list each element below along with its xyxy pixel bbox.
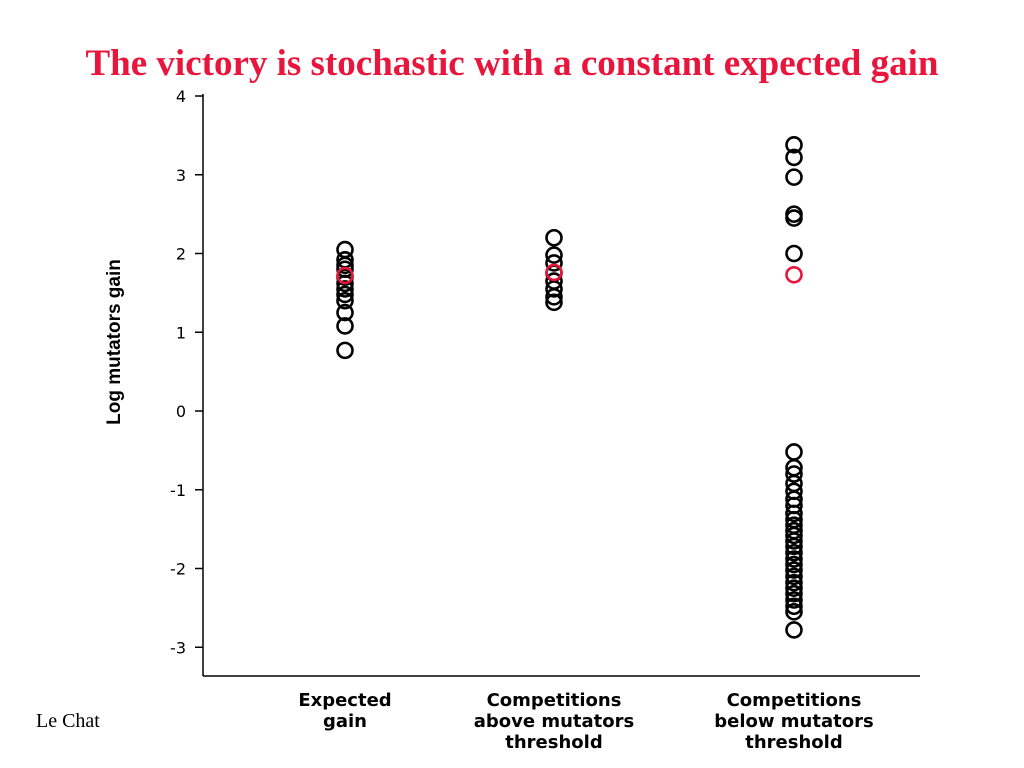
y-tick-label: 1 (176, 323, 186, 342)
mean-point (545, 263, 563, 282)
y-tick-label: 4 (176, 87, 186, 106)
y-tick-label: 0 (176, 402, 186, 421)
data-point (785, 465, 803, 483)
x-category-label-line: above mutators (474, 711, 635, 732)
mean-point (785, 265, 803, 284)
x-category-label: Competitions above mutators threshold (474, 690, 635, 753)
data-point (785, 244, 803, 263)
data-point (785, 579, 803, 597)
x-category-label: Expected gain (298, 690, 391, 732)
data-point (785, 148, 803, 167)
axes: 4 3 2 1 0 -1 -2 -3 (170, 87, 920, 677)
data-point (785, 591, 803, 609)
slide-title: The victory is stochastic with a constan… (85, 43, 939, 84)
y-axis-label-group: Log mutators gain (104, 259, 125, 425)
data-point (785, 550, 803, 568)
data-point (336, 274, 354, 293)
y-axis-label: Log mutators gain (104, 259, 125, 425)
data-point (785, 136, 803, 154)
y-tick-label: -1 (170, 481, 186, 500)
data-point (545, 254, 563, 272)
data-point (785, 168, 803, 186)
data-point (545, 228, 563, 247)
data-point (785, 603, 803, 621)
x-category-label-line: Competitions (487, 690, 622, 711)
x-category-label-line: threshold (745, 732, 842, 753)
data-point (545, 280, 563, 298)
data-point (785, 567, 803, 586)
data-point (785, 621, 803, 639)
data-point (785, 561, 803, 579)
data-point (336, 303, 354, 322)
data-point (785, 555, 803, 574)
data-point (336, 285, 354, 304)
x-category-label-line: below mutators (714, 711, 873, 732)
footer-author: Le Chat (36, 710, 100, 732)
data-point (336, 341, 354, 360)
y-tick-label: -2 (170, 560, 186, 579)
x-category-label: Competitions below mutators threshold (714, 690, 873, 753)
data-point (785, 543, 803, 562)
data-point (545, 288, 563, 306)
data-point (545, 246, 563, 264)
data-point (785, 537, 803, 556)
data-points (336, 136, 803, 639)
data-point (785, 532, 803, 550)
mean-point (336, 266, 354, 285)
x-category-label-line: gain (323, 711, 367, 732)
data-point (785, 443, 803, 461)
y-tick-label: 2 (176, 245, 186, 264)
data-point (785, 597, 803, 616)
data-point (336, 280, 354, 298)
y-tick-label: 3 (176, 166, 186, 185)
data-point (336, 317, 354, 335)
y-tick-label: -3 (170, 638, 186, 657)
data-point (785, 526, 803, 545)
data-point (785, 504, 803, 523)
data-point (785, 584, 803, 603)
data-point (785, 209, 803, 227)
data-point (545, 293, 563, 312)
data-point (785, 573, 803, 592)
x-category-label-line: Competitions (727, 690, 862, 711)
data-point (336, 291, 354, 310)
x-category-label-line: threshold (505, 732, 602, 753)
x-category-label-line: Expected (298, 690, 391, 711)
